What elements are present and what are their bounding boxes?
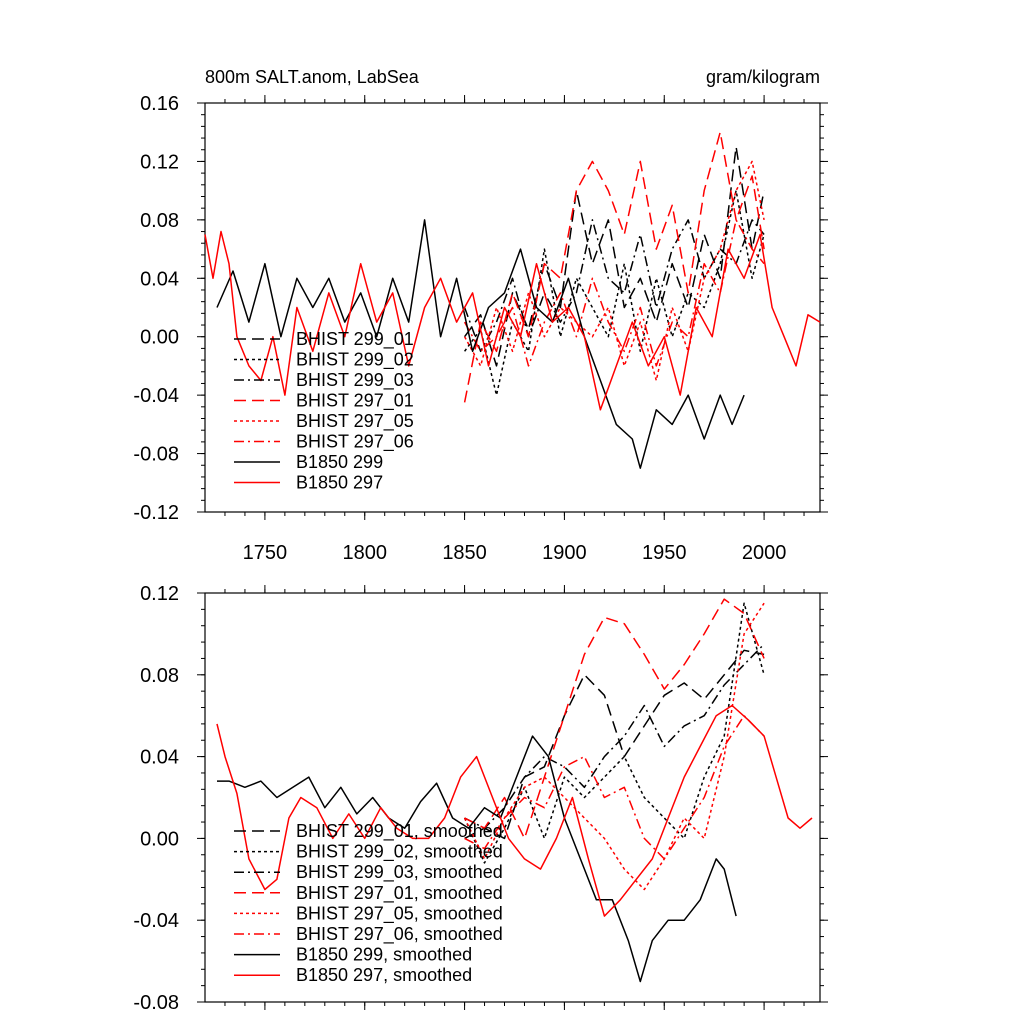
bottom-y-tick-label: 0.00 <box>140 828 179 850</box>
bottom-legend-label-7: B1850 297, smoothed <box>296 965 472 985</box>
top-series-line-7 <box>204 230 821 411</box>
bottom-panel: -0.08 -0.04 0.00 0.04 0.08 0.12 BHIST 299_01,… <box>133 583 828 1014</box>
top-x-tick-labels: 1750 1800 1850 1900 1950 2000 <box>243 542 787 564</box>
top-series-line-3 <box>463 131 765 403</box>
top-y-tick-label: -0.04 <box>133 385 179 407</box>
top-legend-label-7: B1850 297 <box>296 473 383 493</box>
bottom-series-lines <box>216 598 813 983</box>
top-legend-label-2: BHIST 299_03 <box>296 370 414 391</box>
top-x-tick-label: 1900 <box>542 542 587 564</box>
top-y-tick-label: 0.12 <box>140 151 179 173</box>
top-plot-frame <box>204 102 821 513</box>
top-y-tick-label: -0.08 <box>133 444 179 466</box>
top-ticks <box>197 95 828 520</box>
bottom-series-line-6 <box>217 735 737 983</box>
top-series-lines <box>204 131 821 469</box>
bottom-legend-label-3: BHIST 297_01, smoothed <box>296 883 503 904</box>
top-x-tick-label: 1750 <box>243 542 288 564</box>
bottom-legend-label-5: BHIST 297_06, smoothed <box>296 924 503 945</box>
top-legend-label-1: BHIST 299_02 <box>296 350 414 371</box>
bottom-series-line-0 <box>464 649 765 840</box>
top-x-tick-label: 1950 <box>642 542 687 564</box>
bottom-y-tick-labels: -0.08 -0.04 0.00 0.04 0.08 0.12 <box>133 583 179 1014</box>
bottom-y-tick-label: 0.04 <box>140 747 179 769</box>
bottom-series-line-2 <box>464 643 765 829</box>
bottom-y-tick-label: 0.08 <box>140 665 179 687</box>
top-legend-label-5: BHIST 297_06 <box>296 432 414 453</box>
bottom-series-line-1 <box>463 602 765 864</box>
top-chart-title: 800m SALT.anom, LabSea <box>205 67 420 87</box>
top-panel: 800m SALT.anom, LabSea gram/kilogram -0.… <box>133 67 828 564</box>
bottom-legend-label-0: BHIST 299_01, smoothed <box>296 821 503 842</box>
top-series-line-6 <box>216 219 745 469</box>
top-chart-units: gram/kilogram <box>706 67 820 87</box>
top-x-tick-label: 2000 <box>742 542 787 564</box>
top-series-line-4 <box>463 160 765 382</box>
bottom-series-line-3 <box>464 598 765 840</box>
top-y-tick-label: 0.16 <box>140 93 179 115</box>
bottom-legend-label-6: B1850 299, smoothed <box>296 945 472 965</box>
top-x-tick-label: 1800 <box>342 542 387 564</box>
top-legend-label-0: BHIST 299_01 <box>296 329 414 350</box>
top-legend-label-3: BHIST 297_01 <box>296 391 414 412</box>
bottom-y-tick-label: -0.08 <box>133 992 179 1014</box>
bottom-series-line-7 <box>216 704 813 917</box>
top-y-tick-label: 0.04 <box>140 268 179 290</box>
bottom-legend-label-2: BHIST 299_03, smoothed <box>296 862 503 883</box>
bottom-ticks <box>197 585 828 1010</box>
bottom-legend-label-1: BHIST 299_02, smoothed <box>296 842 503 863</box>
top-legend-label-4: BHIST 297_05 <box>296 411 414 432</box>
top-series-line-2 <box>463 219 765 353</box>
top-x-tick-label: 1850 <box>442 542 487 564</box>
bottom-y-tick-label: 0.12 <box>140 583 179 605</box>
bottom-legend-label-4: BHIST 297_05, smoothed <box>296 903 503 924</box>
top-legend-label-6: B1850 299 <box>296 452 383 472</box>
top-y-tick-label: 0.00 <box>140 327 179 349</box>
top-y-tick-label: -0.12 <box>133 502 179 524</box>
bottom-series-line-5 <box>464 714 765 860</box>
top-series-line-1 <box>463 189 765 396</box>
bottom-y-tick-label: -0.04 <box>133 910 179 932</box>
top-y-tick-labels: -0.12 -0.08 -0.04 0.00 0.04 0.08 0.12 0.16 <box>133 93 179 524</box>
top-y-tick-label: 0.08 <box>140 210 179 232</box>
bottom-series-line-4 <box>463 602 765 891</box>
bottom-plot-frame <box>204 592 821 1003</box>
